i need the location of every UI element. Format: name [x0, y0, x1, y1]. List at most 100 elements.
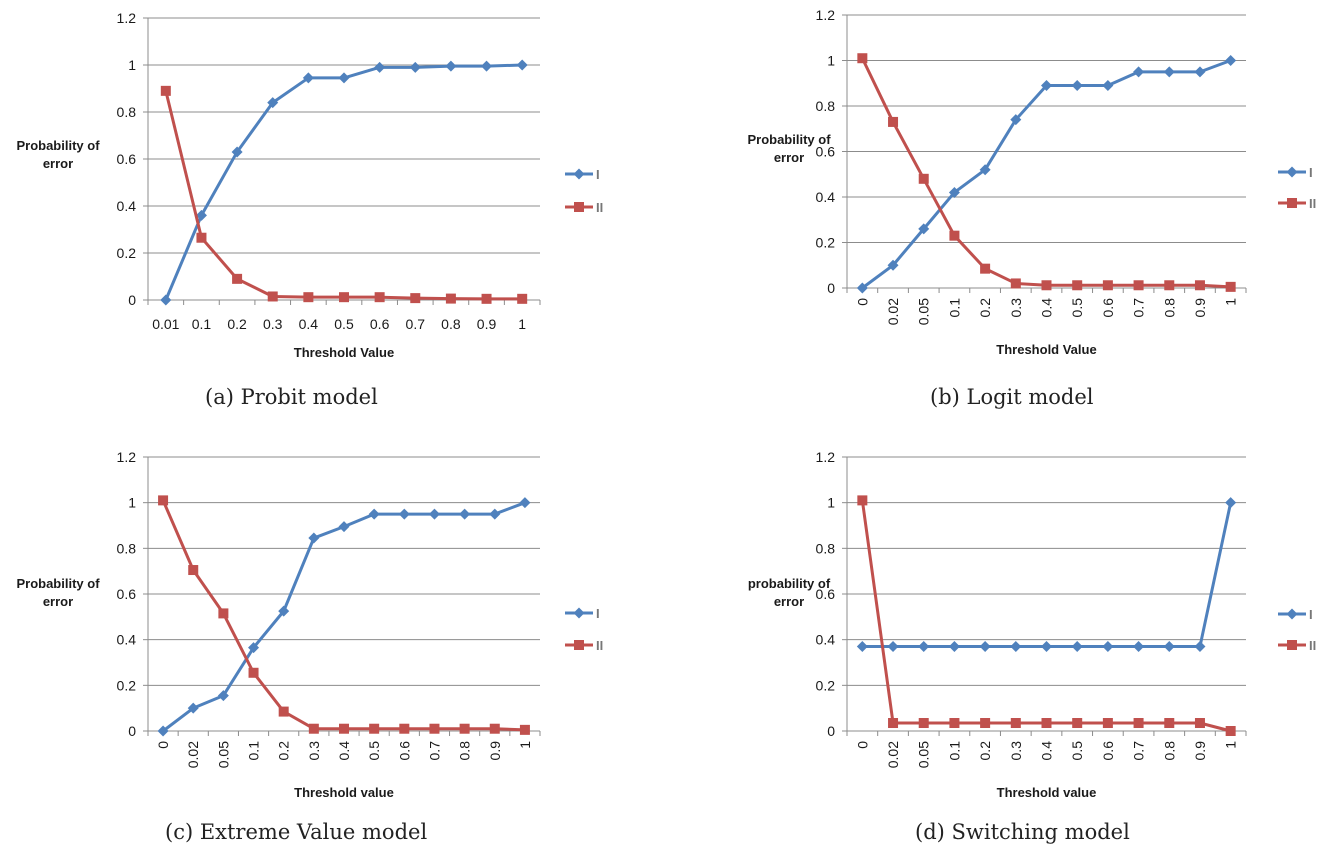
gridlines [143, 456, 540, 732]
x-tick-label: 0.3 [1008, 298, 1024, 318]
x-tick-label: 0.4 [1039, 741, 1055, 761]
y-tick-label: 0.4 [816, 632, 836, 648]
y-tick-label: 0.6 [117, 586, 137, 602]
y-tick-label: 0 [128, 723, 136, 739]
y-tick-label: 0.8 [816, 540, 836, 556]
y-tick-label: 0 [827, 723, 835, 739]
y-tick-label: 0.4 [816, 189, 836, 205]
data-point-I [1225, 497, 1237, 509]
series-line-I [861, 59, 1232, 290]
x-tick-label: 0.2 [227, 316, 247, 332]
legend-marker-II [1287, 198, 1297, 208]
data-point-II [949, 718, 960, 729]
legend: III [1278, 607, 1316, 653]
data-point-I [1133, 641, 1145, 653]
data-point-II [489, 723, 500, 734]
data-point-II [888, 116, 899, 127]
y-tick-label: 0.6 [117, 151, 137, 167]
legend-marker-I [573, 168, 585, 180]
y-tick-label: 0 [827, 280, 835, 296]
series-line-II [164, 90, 523, 301]
y-tick-label: 0.4 [117, 198, 137, 214]
legend-label-II: II [596, 638, 603, 653]
data-point-II [1133, 280, 1144, 291]
data-point-I [1194, 641, 1206, 653]
x-tick-label: 0.6 [1100, 298, 1116, 318]
data-point-II [980, 263, 991, 274]
data-point-I [1163, 66, 1175, 78]
data-point-I [1041, 641, 1052, 653]
data-point-I [459, 508, 471, 520]
data-point-II [918, 173, 929, 184]
data-point-II [369, 723, 380, 734]
series-I [157, 497, 531, 737]
series-II [857, 495, 1236, 736]
x-tick-label: 0.9 [487, 741, 503, 761]
data-point-I [856, 282, 868, 294]
x-tick-label: 0.05 [916, 298, 932, 325]
data-point-II [308, 723, 319, 734]
x-tick-label: 0.02 [885, 741, 901, 768]
y-tick-label: 0.2 [816, 677, 836, 693]
y-tick-label: 0.4 [117, 632, 137, 648]
x-tick-label: 0.3 [306, 741, 322, 761]
x-axis-label: Threshold value [997, 785, 1097, 800]
x-axis-label: Threshold Value [996, 342, 1096, 357]
data-point-II [918, 718, 929, 729]
data-point-II [303, 292, 314, 303]
data-point-I [1133, 66, 1145, 78]
data-point-I [948, 186, 960, 198]
data-point-II [459, 723, 470, 734]
data-point-I [157, 725, 169, 737]
data-point-II [1010, 278, 1021, 289]
chart-probit-model: 0 0.2 0.4 0.6 0.8 1 1.2 0.01 0.1 0.2 0.3 0.4 0.5 0.6 0… [0, 0, 660, 375]
data-point-II [1041, 718, 1052, 729]
y-tick-label: 1 [827, 495, 835, 511]
x-tick-label: 0.4 [1039, 298, 1055, 318]
data-point-II [160, 85, 171, 96]
series-line-II [860, 57, 1231, 289]
data-point-I [887, 641, 899, 653]
data-point-II [1072, 718, 1083, 729]
data-point-II [949, 230, 960, 241]
x-tick-label: 0.1 [946, 741, 962, 761]
data-point-I [1041, 80, 1052, 92]
legend: III [1278, 165, 1316, 211]
data-point-II [1225, 281, 1236, 292]
series-II [857, 53, 1236, 292]
y-tick-label: 0.8 [117, 540, 137, 556]
data-point-I [1225, 55, 1237, 66]
series-II [158, 495, 530, 735]
x-tick-label: 0.05 [215, 741, 231, 768]
legend: III [565, 167, 603, 215]
x-tick-label: 1 [518, 316, 526, 332]
data-point-II [278, 706, 289, 717]
x-tick-label: 0.2 [977, 741, 993, 761]
y-axis-label: probability of error [748, 576, 831, 609]
x-tick-label: 0.8 [1161, 741, 1177, 761]
data-point-II [980, 718, 991, 729]
data-point-I [856, 641, 868, 653]
data-point-I [338, 521, 350, 533]
legend-label-I: I [596, 606, 600, 621]
chart-logit-model: 0 0.2 0.4 0.6 0.8 1 1.2 0 0.02 0.05 0.1 0.2 0.3 0.4 0.… [668, 0, 1335, 375]
data-point-II [1133, 718, 1144, 729]
data-point-II [1072, 280, 1083, 291]
y-tick-label: 0 [128, 292, 136, 308]
data-point-I [302, 72, 314, 84]
legend-label-II: II [1309, 638, 1316, 653]
series-I [856, 55, 1237, 294]
x-tick-label: 0.9 [1192, 741, 1208, 761]
x-tick-label: 0.8 [457, 741, 473, 761]
data-point-I [1102, 80, 1114, 92]
x-tick-label: 0.4 [336, 741, 352, 761]
x-tick-label: 0.8 [1161, 298, 1177, 318]
y-tick-label: 0.8 [117, 104, 137, 120]
y-axis-label: Probability of error [16, 576, 100, 609]
data-point-II [188, 565, 199, 576]
x-tick-label: 0.7 [1131, 298, 1147, 318]
data-point-I [1071, 80, 1083, 92]
data-point-I [979, 641, 991, 653]
data-point-I [1163, 641, 1175, 653]
data-point-II [1010, 718, 1021, 729]
